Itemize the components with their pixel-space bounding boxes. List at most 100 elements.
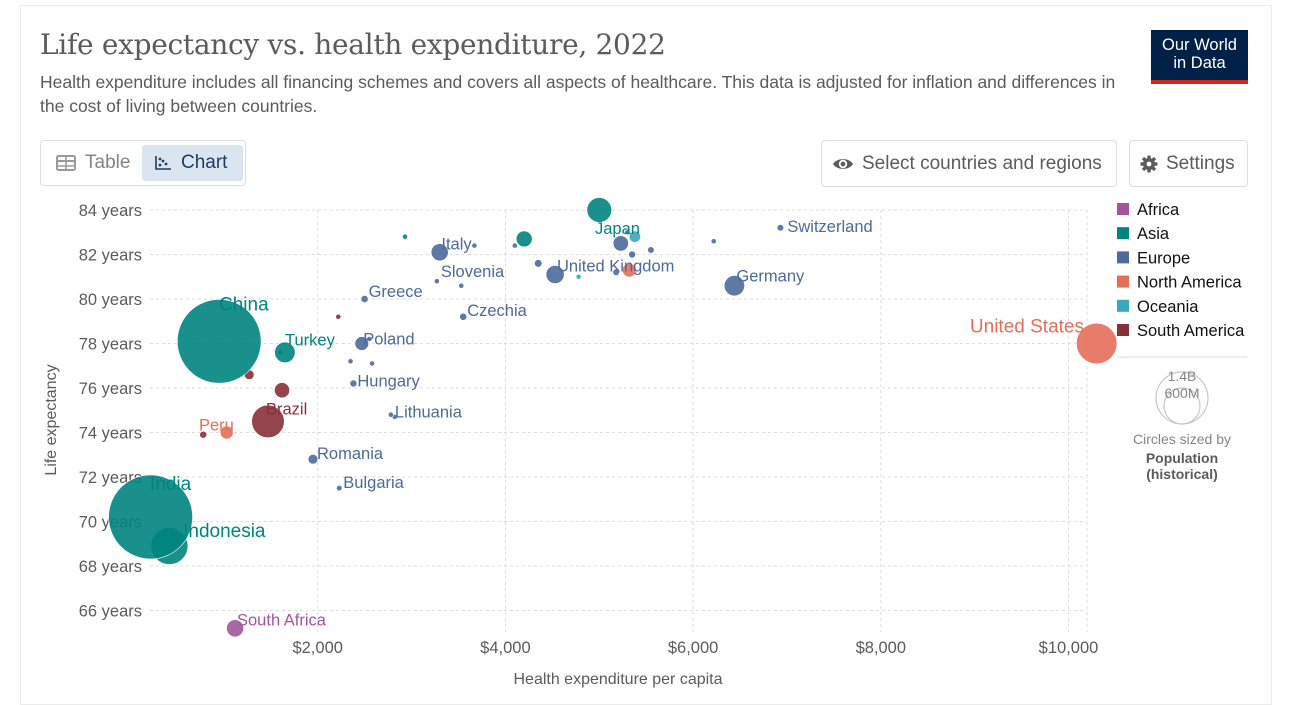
tab-table-label: Table (85, 152, 131, 173)
data-point (612, 268, 620, 276)
data-point (369, 360, 375, 367)
label-indonesia: Indonesia (183, 521, 266, 542)
point-lithuania (387, 411, 394, 418)
x-tick-label: $2,000 (292, 639, 342, 657)
data-point (622, 262, 637, 278)
point-south-africa (226, 619, 245, 638)
data-point (471, 242, 478, 249)
label-switzerland: Switzerland (787, 218, 872, 236)
label-india: India (150, 474, 192, 495)
y-tick-label: 80 years (79, 291, 142, 309)
label-united-kingdom: United Kingdom (557, 258, 674, 276)
point-china (176, 299, 262, 384)
point-germany (723, 275, 745, 297)
point-peru (219, 425, 234, 440)
y-tick-label: 68 years (79, 558, 142, 576)
label-china: China (219, 294, 269, 315)
label-hungary: Hungary (357, 373, 420, 391)
point-india (108, 474, 193, 560)
y-tick-label: 78 years (79, 336, 142, 354)
chart-subtitle: Health expenditure includes all financin… (40, 72, 1116, 116)
legend-swatch-oceania (1117, 299, 1129, 312)
point-bulgaria (336, 485, 343, 492)
label-united-states: United States (970, 317, 1084, 338)
data-point (458, 282, 465, 289)
gear-icon (1140, 155, 1158, 172)
data-point (624, 229, 631, 236)
point-czechia (459, 312, 468, 321)
data-point (402, 233, 408, 240)
data-point (612, 235, 629, 252)
legend-swatch-north-america (1117, 275, 1129, 288)
color-legend: Africa Asia Europe North America Oceania Sout… (1117, 201, 1245, 340)
legend-label-africa: Africa (1137, 201, 1180, 219)
legend-label-north-america: North America (1137, 274, 1242, 292)
x-tick-label: $8,000 (856, 639, 906, 657)
size-legend-variable: Population (1146, 450, 1218, 466)
data-point (534, 259, 543, 268)
data-point (647, 246, 655, 254)
legend-swatch-asia (1117, 227, 1129, 240)
data-points (108, 197, 1118, 638)
logo-accent-bar (1151, 80, 1248, 84)
label-south-africa: South Africa (237, 611, 327, 629)
label-romania: Romania (317, 445, 384, 463)
point-romania (307, 454, 319, 465)
label-bulgaria: Bulgaria (343, 474, 404, 492)
x-tick-label: $6,000 (668, 639, 718, 657)
settings-label: Settings (1166, 152, 1235, 174)
owid-logo[interactable]: Our World in Data (1151, 30, 1248, 84)
point-slovenia (433, 278, 440, 285)
view-tabs: Table Chart (40, 140, 246, 186)
y-tick-label: 84 years (79, 202, 142, 220)
select-countries-button[interactable]: Select countries and regions (821, 140, 1117, 187)
data-point (511, 242, 518, 249)
point-brazil (251, 404, 285, 439)
data-point (515, 230, 533, 248)
point-greece (360, 295, 369, 303)
x-tick-label: $4,000 (480, 639, 530, 657)
point-japan (586, 197, 612, 223)
table-icon (56, 155, 76, 171)
settings-button[interactable]: Settings (1129, 140, 1248, 187)
y-tick-label: 74 years (79, 425, 142, 443)
label-japan: Japan (595, 220, 640, 238)
label-peru: Peru (199, 417, 234, 435)
legend-label-asia: Asia (1137, 225, 1170, 243)
grid (150, 209, 1088, 632)
data-point (199, 430, 207, 439)
eye-icon (833, 158, 853, 169)
tab-table[interactable]: Table (44, 145, 140, 181)
data-point (628, 250, 636, 259)
point-italy (430, 243, 449, 262)
legend-label-oceania: Oceania (1137, 298, 1199, 316)
data-point (274, 382, 290, 399)
x-tick-label: $10,000 (1039, 639, 1099, 657)
legend-label-europe: Europe (1137, 249, 1190, 267)
point-united-states (1076, 322, 1118, 365)
size-legend-mid-label: 600M (1164, 385, 1199, 401)
x-axis-title: Health expenditure per capita (513, 671, 722, 688)
size-legend-caption: Circles sized by (1133, 431, 1231, 447)
tab-chart-label: Chart (181, 152, 228, 173)
point-united-kingdom (545, 265, 565, 284)
label-brazil: Brazil (266, 400, 307, 418)
label-greece: Greece (369, 283, 423, 301)
point-switzerland (776, 224, 785, 232)
data-point (710, 238, 717, 245)
label-italy: Italy (441, 235, 472, 253)
label-slovenia: Slovenia (441, 263, 505, 281)
tab-chart[interactable]: Chart (142, 145, 243, 181)
size-legend-max-label: 1.4B (1168, 368, 1197, 384)
point-turkey (274, 341, 296, 364)
select-countries-label: Select countries and regions (862, 152, 1102, 174)
point-poland (354, 336, 369, 351)
label-lithuania: Lithuania (395, 404, 463, 422)
size-legend: 1.4B 600M Circles sized by Population (h… (1133, 368, 1231, 482)
legend-swatch-africa (1117, 203, 1129, 215)
point-hungary (349, 379, 358, 388)
y-tick-label: 82 years (79, 247, 142, 265)
label-turkey: Turkey (285, 331, 336, 349)
